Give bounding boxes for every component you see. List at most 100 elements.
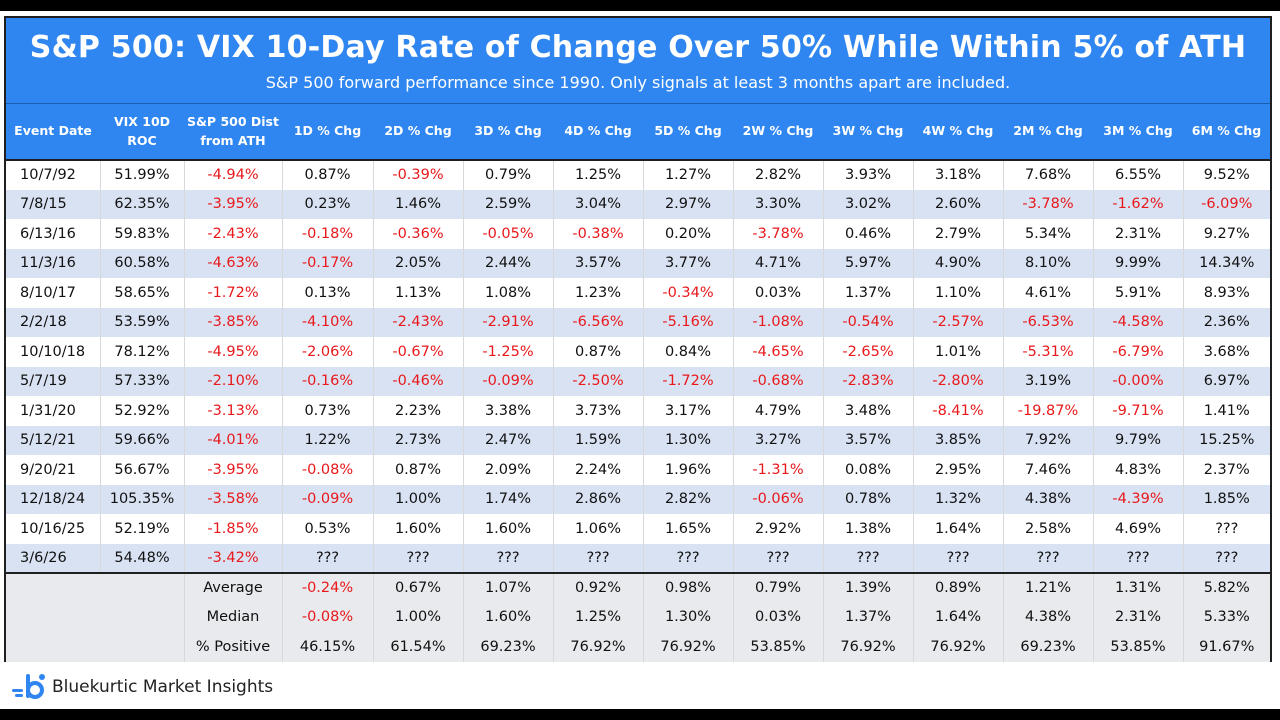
table-row: 5/7/19 57.33% -2.10% -0.16% -0.46% -0.09% -2.5… <box>6 366 1270 396</box>
column-header-label: from ATH <box>200 132 266 148</box>
event-date-cell: 5/7/19 <box>6 366 101 396</box>
value-cell: ??? <box>823 543 914 574</box>
value-cell: -0.18% <box>282 219 374 249</box>
summary-value-cell: 1.31% <box>1093 573 1184 603</box>
value-cell: 9.52% <box>1183 160 1270 190</box>
value-cell: -2.06% <box>282 337 374 367</box>
summary-value-cell: 0.92% <box>553 573 644 603</box>
summary-value-cell: 1.30% <box>643 602 734 632</box>
value-cell: 105.35% <box>100 484 185 514</box>
value-cell: 3.02% <box>823 189 914 219</box>
value-cell: 5.34% <box>1003 219 1094 249</box>
value-cell: -3.42% <box>184 543 283 574</box>
event-date-cell: 7/8/15 <box>6 189 101 219</box>
value-cell: 1.25% <box>553 160 644 190</box>
summary-value-cell: 1.60% <box>463 602 554 632</box>
value-cell: 0.13% <box>282 278 374 308</box>
value-cell: 15.25% <box>1183 425 1270 455</box>
summary-value-cell: 61.54% <box>373 632 464 662</box>
summary-value-cell: 1.39% <box>823 573 914 603</box>
value-cell: -2.10% <box>184 366 283 396</box>
value-cell: 0.46% <box>823 219 914 249</box>
column-header-label: 5D % Chg <box>654 123 722 139</box>
event-date-cell: 12/18/24 <box>6 484 101 514</box>
value-cell: -19.87% <box>1003 396 1094 426</box>
value-cell: -6.09% <box>1183 189 1270 219</box>
column-header: 1D % Chg <box>282 104 373 161</box>
value-cell: 1.06% <box>553 514 644 544</box>
value-cell: 1.10% <box>913 278 1004 308</box>
value-cell: 1.96% <box>643 455 734 485</box>
value-cell: -0.36% <box>373 219 464 249</box>
value-cell: ??? <box>1003 543 1094 574</box>
column-header: 3M % Chg <box>1093 104 1183 161</box>
value-cell: 2.79% <box>913 219 1004 249</box>
value-cell: 0.84% <box>643 337 734 367</box>
value-cell: ??? <box>1183 514 1270 544</box>
summary-rows: Average -0.24% 0.67% 1.07% 0.92% 0.98% 0.79% 1.… <box>6 573 1270 662</box>
value-cell: ??? <box>913 543 1004 574</box>
value-cell: 0.87% <box>282 160 374 190</box>
value-cell: 3.48% <box>823 396 914 426</box>
value-cell: -0.68% <box>733 366 824 396</box>
value-cell: 2.86% <box>553 484 644 514</box>
event-date-cell: 1/31/20 <box>6 396 101 426</box>
value-cell: -3.95% <box>184 189 283 219</box>
column-header: 2D % Chg <box>373 104 463 161</box>
event-date-cell: 5/12/21 <box>6 425 101 455</box>
value-cell: 0.08% <box>823 455 914 485</box>
summary-label: Median <box>184 602 283 632</box>
value-cell: -1.25% <box>463 337 554 367</box>
value-cell: 0.20% <box>643 219 734 249</box>
event-date-cell: 2/2/18 <box>6 307 101 337</box>
value-cell: 3.68% <box>1183 337 1270 367</box>
value-cell: ??? <box>373 543 464 574</box>
value-cell: ??? <box>733 543 824 574</box>
value-cell: 3.38% <box>463 396 554 426</box>
value-cell: 2.23% <box>373 396 464 426</box>
value-cell: -4.95% <box>184 337 283 367</box>
column-header: 2W % Chg <box>733 104 823 161</box>
value-cell: -4.65% <box>733 337 824 367</box>
value-cell: 4.90% <box>913 248 1004 278</box>
summary-value-cell: -0.24% <box>282 573 374 603</box>
column-header-label: 3M % Chg <box>1103 123 1173 139</box>
value-cell: 2.97% <box>643 189 734 219</box>
column-header-label: VIX 10D <box>113 114 171 130</box>
value-cell: 3.27% <box>733 425 824 455</box>
value-cell: -3.95% <box>184 455 283 485</box>
column-header-label: S&P 500 Dist <box>187 114 279 130</box>
column-header-label: 3W % Chg <box>832 123 904 139</box>
value-cell: -9.71% <box>1093 396 1184 426</box>
summary-row: Average -0.24% 0.67% 1.07% 0.92% 0.98% 0.79% 1.… <box>6 573 1270 603</box>
value-cell: -2.83% <box>823 366 914 396</box>
value-cell: -2.43% <box>373 307 464 337</box>
bottom-border-bar <box>0 709 1280 720</box>
value-cell: 0.73% <box>282 396 374 426</box>
value-cell: 6.55% <box>1093 160 1184 190</box>
value-cell: 57.33% <box>100 366 185 396</box>
value-cell: 52.19% <box>100 514 185 544</box>
value-cell: 1.46% <box>373 189 464 219</box>
value-cell: 9.27% <box>1183 219 1270 249</box>
summary-value-cell: 1.00% <box>373 602 464 632</box>
table-row: 10/10/18 78.12% -4.95% -2.06% -0.67% -1.25% 0.… <box>6 337 1270 367</box>
column-header-label: 2M % Chg <box>1013 123 1083 139</box>
title-banner: S&P 500: VIX 10-Day Rate of Change Over … <box>6 18 1270 104</box>
summary-value-cell: 76.92% <box>553 632 644 662</box>
value-cell: -4.58% <box>1093 307 1184 337</box>
value-cell: -0.06% <box>733 484 824 514</box>
value-cell: 1.00% <box>373 484 464 514</box>
column-header-label: 3D % Chg <box>474 123 542 139</box>
value-cell: 8.10% <box>1003 248 1094 278</box>
value-cell: -0.16% <box>282 366 374 396</box>
results-table-panel: S&P 500: VIX 10-Day Rate of Change Over … <box>4 16 1272 662</box>
value-cell: -0.34% <box>643 278 734 308</box>
value-cell: 2.24% <box>553 455 644 485</box>
value-cell: -2.50% <box>553 366 644 396</box>
value-cell: 1.41% <box>1183 396 1270 426</box>
value-cell: 1.01% <box>913 337 1004 367</box>
value-cell: -2.57% <box>913 307 1004 337</box>
value-cell: 1.30% <box>643 425 734 455</box>
value-cell: 52.92% <box>100 396 185 426</box>
